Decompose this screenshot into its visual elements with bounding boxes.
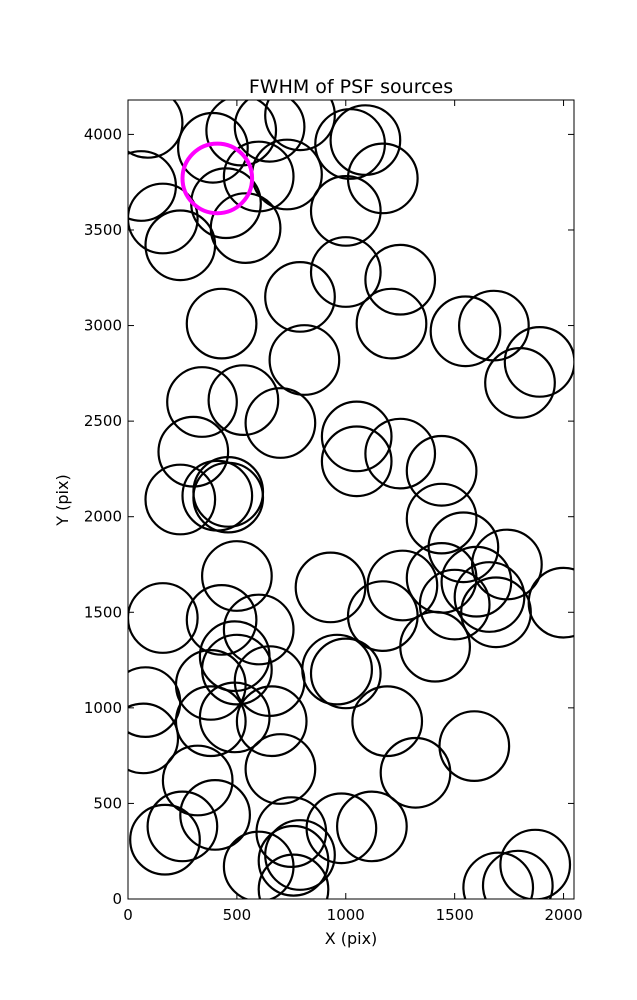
source-marker xyxy=(453,561,526,633)
source-marker xyxy=(264,261,336,333)
source-marker xyxy=(481,849,554,899)
x-tick-label: 500 xyxy=(223,906,252,924)
source-marker xyxy=(257,853,330,899)
source-marker xyxy=(128,582,199,654)
plot-frame xyxy=(127,99,575,900)
source-marker xyxy=(364,243,437,316)
y-tick-label: 1000 xyxy=(84,699,122,717)
x-tick-label: 1500 xyxy=(436,906,474,924)
source-marker xyxy=(264,819,336,891)
source-marker xyxy=(268,324,341,396)
y-axis: 0 500 1000 1500 2000 2500 3000 3500 4000 xyxy=(84,125,574,908)
source-marker xyxy=(320,400,393,473)
source-marker xyxy=(244,733,317,805)
x-tick-label: 2000 xyxy=(544,906,582,924)
y-tick-label: 4000 xyxy=(84,125,122,143)
source-marker xyxy=(462,851,535,899)
y-tick-label: 3000 xyxy=(84,317,122,335)
source-marker xyxy=(185,287,258,360)
source-marker xyxy=(222,593,295,666)
source-marker xyxy=(499,828,572,899)
source-marker xyxy=(128,182,199,255)
x-tick-label: 1000 xyxy=(327,906,365,924)
source-marker xyxy=(301,633,374,706)
source-marker xyxy=(235,685,308,758)
source-marker xyxy=(405,434,478,507)
source-marker xyxy=(399,610,472,683)
y-tick-label: 3500 xyxy=(84,221,122,239)
source-marker xyxy=(179,779,252,851)
source-marker xyxy=(294,551,367,624)
source-marker xyxy=(429,295,502,368)
source-marker xyxy=(355,287,428,360)
markers-layer xyxy=(128,100,574,899)
source-marker xyxy=(264,100,336,152)
source-marker xyxy=(320,425,393,498)
source-marker xyxy=(309,637,382,710)
source-marker xyxy=(405,482,478,555)
source-marker xyxy=(503,326,574,398)
source-marker xyxy=(192,461,265,534)
source-marker xyxy=(128,702,180,775)
source-marker xyxy=(161,744,234,817)
source-marker xyxy=(185,584,258,656)
source-marker xyxy=(309,236,382,308)
source-marker xyxy=(174,685,247,758)
source-marker xyxy=(379,736,452,809)
source-marker xyxy=(351,685,424,758)
chart-title: FWHM of PSF sources xyxy=(249,76,453,98)
source-marker xyxy=(146,790,219,863)
y-tick-label: 500 xyxy=(93,794,122,812)
y-axis-label: Y (pix) xyxy=(53,474,72,526)
x-tick-label: 0 xyxy=(123,906,133,924)
source-marker xyxy=(527,566,574,639)
source-marker xyxy=(336,790,408,863)
x-axis: 0 500 1000 1500 2000 xyxy=(123,100,583,924)
source-marker xyxy=(128,100,184,159)
source-marker xyxy=(244,387,317,459)
y-tick-label: 1500 xyxy=(84,603,122,621)
source-marker xyxy=(207,364,280,437)
source-marker xyxy=(176,111,249,184)
source-marker xyxy=(305,792,378,865)
x-axis-label: X (pix) xyxy=(325,929,378,948)
y-tick-label: 2000 xyxy=(84,508,122,526)
source-marker xyxy=(200,540,273,612)
source-marker xyxy=(128,666,182,738)
source-marker xyxy=(438,710,511,782)
source-marker xyxy=(209,192,282,265)
source-marker xyxy=(205,100,278,167)
source-marker xyxy=(144,463,217,536)
source-marker xyxy=(198,681,271,754)
source-marker xyxy=(233,100,306,163)
y-tick-label: 2500 xyxy=(84,412,122,430)
source-marker xyxy=(418,568,491,641)
highlighted-source-marker xyxy=(180,141,255,216)
source-marker xyxy=(484,347,556,419)
source-marker xyxy=(329,104,402,177)
source-marker xyxy=(427,511,500,584)
source-marker xyxy=(309,174,382,247)
source-marker xyxy=(364,417,437,490)
source-marker xyxy=(222,140,295,213)
source-marker xyxy=(200,633,273,706)
source-marker xyxy=(346,142,419,215)
y-tick-label: 0 xyxy=(112,890,122,908)
source-marker xyxy=(129,803,201,876)
source-marker xyxy=(166,366,238,438)
